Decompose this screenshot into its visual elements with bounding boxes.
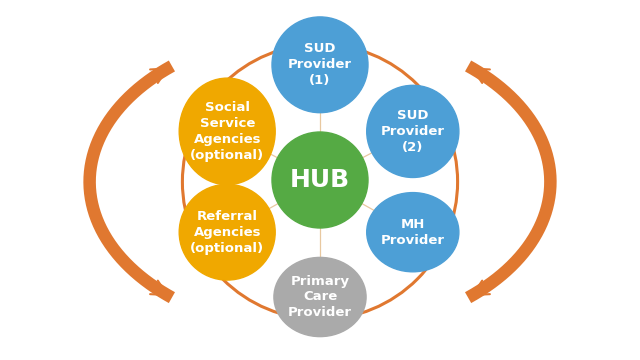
Text: SUD
Provider
(2): SUD Provider (2)	[381, 109, 445, 154]
Text: MH
Provider: MH Provider	[381, 218, 445, 247]
Text: Social
Service
Agencies
(optional): Social Service Agencies (optional)	[190, 101, 264, 162]
Ellipse shape	[272, 17, 368, 113]
Ellipse shape	[274, 257, 366, 337]
Ellipse shape	[272, 132, 368, 228]
Ellipse shape	[367, 85, 459, 177]
Ellipse shape	[179, 184, 275, 280]
Ellipse shape	[367, 193, 459, 272]
Text: Referral
Agencies
(optional): Referral Agencies (optional)	[190, 210, 264, 255]
Ellipse shape	[179, 78, 275, 185]
Text: SUD
Provider
(1): SUD Provider (1)	[288, 42, 352, 87]
Text: Primary
Care
Provider: Primary Care Provider	[288, 274, 352, 320]
Text: HUB: HUB	[290, 168, 350, 192]
